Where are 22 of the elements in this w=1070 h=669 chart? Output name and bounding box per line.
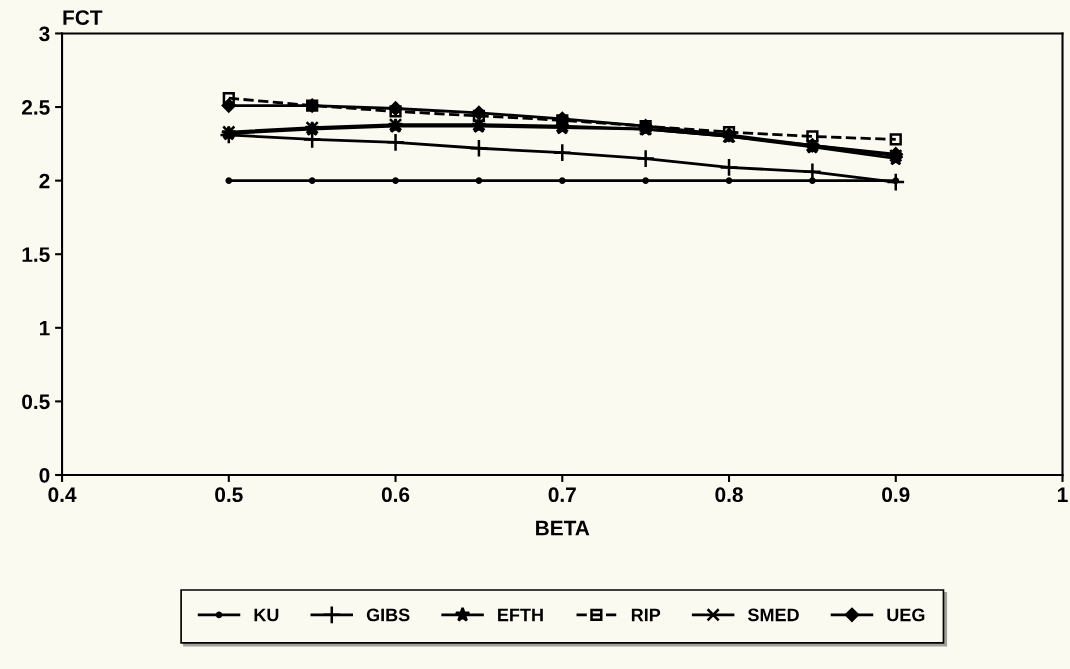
legend-label: GIBS [366, 608, 410, 622]
x-tick-label: 0.7 [548, 487, 576, 503]
y-tick-label: 3 [39, 26, 50, 42]
y-axis-title: FCT [63, 10, 103, 25]
x-tick-label: 0.5 [215, 487, 243, 503]
x-tick-label: 0.4 [48, 487, 77, 503]
x-tick-label: 0.9 [882, 487, 910, 503]
legend-label: UEG [887, 608, 925, 622]
legend-label: KU [254, 608, 279, 622]
y-tick-label: 0.5 [22, 394, 50, 410]
legend-label: EFTH [498, 608, 543, 622]
x-axis-title: BETA [536, 520, 590, 536]
x-tick-label: 1 [1058, 487, 1068, 502]
y-tick-label: 2 [39, 173, 50, 189]
y-tick-label: 1.5 [22, 247, 50, 262]
x-tick-label: 0.8 [715, 487, 743, 503]
x-tick-label: 0.6 [381, 487, 410, 503]
y-tick-label: 0 [39, 467, 50, 483]
y-tick-label: 1 [39, 321, 50, 336]
legend-label: SMED [747, 608, 799, 622]
y-tick-label: 2.5 [22, 100, 50, 115]
legend-label: RIP [631, 608, 661, 622]
